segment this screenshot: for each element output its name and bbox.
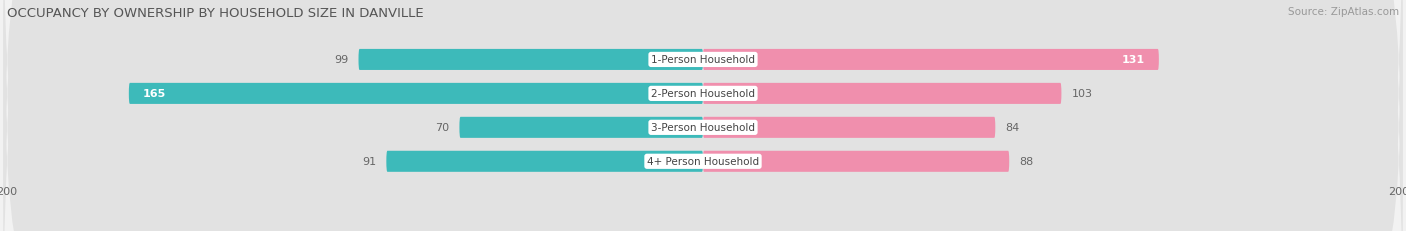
FancyBboxPatch shape	[4, 0, 1402, 231]
Text: 2-Person Household: 2-Person Household	[651, 89, 755, 99]
FancyBboxPatch shape	[4, 0, 1402, 219]
FancyBboxPatch shape	[4, 3, 1402, 231]
Text: 3-Person Household: 3-Person Household	[651, 123, 755, 133]
Text: OCCUPANCY BY OWNERSHIP BY HOUSEHOLD SIZE IN DANVILLE: OCCUPANCY BY OWNERSHIP BY HOUSEHOLD SIZE…	[7, 7, 423, 20]
Text: 84: 84	[1005, 123, 1019, 133]
FancyBboxPatch shape	[703, 117, 995, 138]
Text: 131: 131	[1122, 55, 1144, 65]
Legend: Owner-occupied, Renter-occupied: Owner-occupied, Renter-occupied	[583, 228, 823, 231]
Text: 91: 91	[361, 157, 375, 167]
FancyBboxPatch shape	[460, 117, 703, 138]
Text: Source: ZipAtlas.com: Source: ZipAtlas.com	[1288, 7, 1399, 17]
Text: 70: 70	[434, 123, 449, 133]
Text: 88: 88	[1019, 157, 1033, 167]
Text: 165: 165	[143, 89, 166, 99]
Text: 4+ Person Household: 4+ Person Household	[647, 157, 759, 167]
FancyBboxPatch shape	[4, 0, 1402, 231]
Text: 99: 99	[333, 55, 349, 65]
FancyBboxPatch shape	[129, 83, 703, 104]
FancyBboxPatch shape	[703, 151, 1010, 172]
FancyBboxPatch shape	[703, 50, 1159, 71]
Text: 103: 103	[1071, 89, 1092, 99]
FancyBboxPatch shape	[359, 50, 703, 71]
FancyBboxPatch shape	[703, 83, 1062, 104]
FancyBboxPatch shape	[387, 151, 703, 172]
Text: 1-Person Household: 1-Person Household	[651, 55, 755, 65]
